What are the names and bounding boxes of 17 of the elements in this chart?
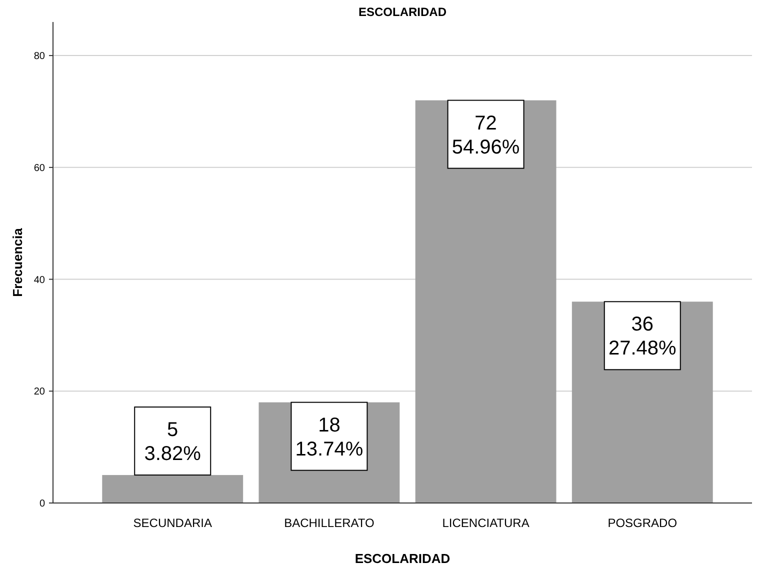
bar [415,100,556,503]
data-label: 72 54.96% [452,112,520,158]
chart-title: ESCOLARIDAD [358,5,447,19]
y-tick-label: 60 [34,162,46,174]
x-tick-label: LICENCIATURA [442,516,530,530]
y-tick-label: 40 [34,274,46,286]
x-axis-title: ESCOLARIDAD [354,551,450,566]
y-tick-label: 80 [34,51,46,62]
x-tick-label: POSGRADO [608,516,678,530]
y-tick-label: 20 [34,386,46,398]
y-axis-title: Frecuencia [10,227,25,297]
data-label: 18 13.74% [295,414,364,460]
data-label: 5 3.82% [144,419,202,466]
x-tick-label: BACHILLERATO [284,516,374,530]
y-tick-label: 0 [39,498,46,510]
data-label: 36 27.48% [608,314,677,360]
x-tick-label: SECUNDARIA [133,516,212,530]
